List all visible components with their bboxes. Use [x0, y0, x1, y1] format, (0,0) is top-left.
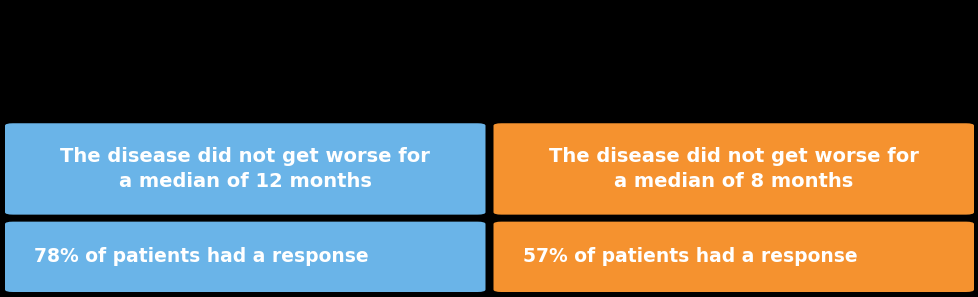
FancyBboxPatch shape	[5, 222, 485, 292]
FancyBboxPatch shape	[493, 222, 973, 292]
Text: 78% of patients had a response: 78% of patients had a response	[34, 247, 369, 266]
Text: 57% of patients had a response: 57% of patients had a response	[522, 247, 857, 266]
FancyBboxPatch shape	[5, 123, 485, 215]
FancyBboxPatch shape	[493, 123, 973, 215]
Text: The disease did not get worse for
a median of 12 months: The disease did not get worse for a medi…	[61, 147, 429, 191]
Text: The disease did not get worse for
a median of 8 months: The disease did not get worse for a medi…	[549, 147, 917, 191]
